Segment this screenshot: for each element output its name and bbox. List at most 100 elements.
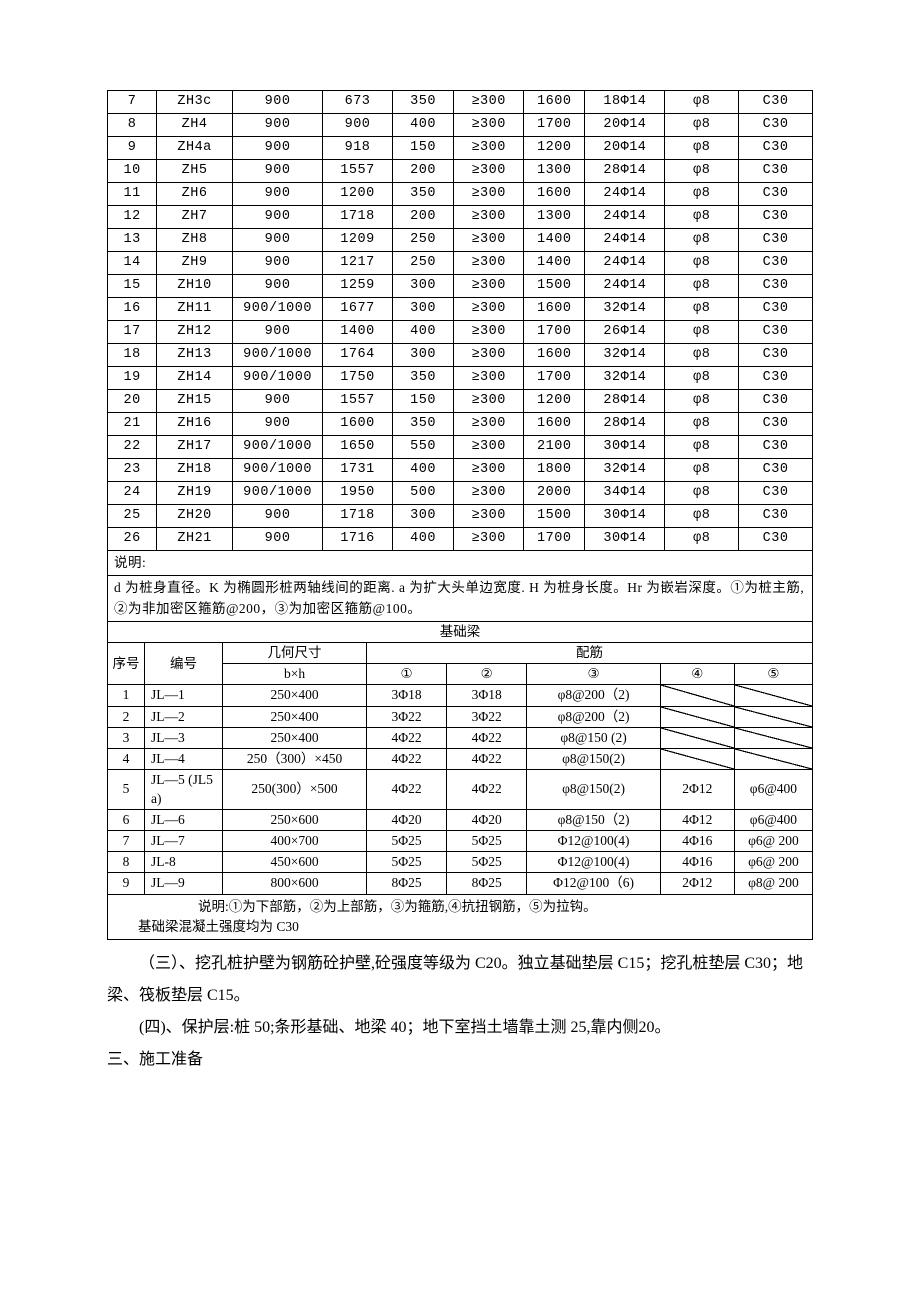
table-cell: 30Φ14 — [585, 436, 665, 459]
table-cell: 6 — [108, 809, 145, 830]
table-cell: 18 — [108, 344, 157, 367]
table-cell: φ8 — [665, 206, 739, 229]
table-cell: 20Φ14 — [585, 114, 665, 137]
table-cell: 300 — [392, 344, 453, 367]
table-cell: φ8@ 200 — [734, 873, 812, 894]
t2-head-c1: ① — [366, 664, 446, 685]
table-cell: 900 — [233, 321, 323, 344]
table-cell: 1200 — [523, 390, 584, 413]
table-cell: 400 — [392, 114, 453, 137]
t2-head-c5: ⑤ — [734, 664, 812, 685]
t2-head-c2: ② — [447, 664, 527, 685]
table-cell: 28Φ14 — [585, 413, 665, 436]
table-cell: C30 — [739, 183, 813, 206]
table-cell: 23 — [108, 459, 157, 482]
table-cell: C30 — [739, 275, 813, 298]
table-cell: 1716 — [323, 528, 393, 551]
t2-head-code: 编号 — [144, 642, 222, 684]
table-cell: 1800 — [523, 459, 584, 482]
table-cell: 250(300）×500 — [223, 770, 367, 809]
table-cell: ZH11 — [157, 298, 233, 321]
table-cell: 1557 — [323, 390, 393, 413]
table-cell: φ8 — [665, 390, 739, 413]
table-cell: ZH20 — [157, 505, 233, 528]
table-cell: JL-8 — [144, 852, 222, 873]
table-cell: C30 — [739, 91, 813, 114]
table-cell: 350 — [392, 183, 453, 206]
table-cell: 32Φ14 — [585, 298, 665, 321]
table-cell: ≥300 — [454, 459, 524, 482]
table-cell: 900 — [233, 505, 323, 528]
table-cell: 4Φ20 — [447, 809, 527, 830]
table-cell: ZH17 — [157, 436, 233, 459]
table-cell: φ8 — [665, 229, 739, 252]
table-cell: 4Φ22 — [447, 749, 527, 770]
table-cell: 4Φ20 — [366, 809, 446, 830]
table-cell: 550 — [392, 436, 453, 459]
table-cell: 400×700 — [223, 830, 367, 851]
table-cell: C30 — [739, 252, 813, 275]
body-text: （三）、挖孔桩护壁为钢筋砼护壁,砼强度等级为 C20。独立基础垫层 C15；挖孔… — [107, 948, 813, 1076]
table1-note-label: 说明: — [108, 551, 813, 576]
table-cell: 5 — [108, 770, 145, 809]
table-cell: 1600 — [523, 298, 584, 321]
table-cell: ZH14 — [157, 367, 233, 390]
table-cell: ZH3c — [157, 91, 233, 114]
table-cell: 5Φ25 — [366, 830, 446, 851]
table-cell: 32Φ14 — [585, 344, 665, 367]
table-cell: 1600 — [523, 91, 584, 114]
table-cell: 4Φ22 — [447, 727, 527, 748]
table-cell: 17 — [108, 321, 157, 344]
table-cell: 250×600 — [223, 809, 367, 830]
table-cell: 900 — [233, 160, 323, 183]
table-cell: φ8 — [665, 505, 739, 528]
table1-note-text: d 为桩身直径。K 为椭圆形桩两轴线间的距离. a 为扩大头单边宽度. H 为桩… — [108, 576, 813, 622]
table-cell: φ8 — [665, 482, 739, 505]
table-cell: φ8@200（2) — [527, 685, 661, 706]
table-cell: 250（300）×450 — [223, 749, 367, 770]
table-cell: 30Φ14 — [585, 528, 665, 551]
table-cell — [660, 749, 734, 770]
table-cell: ZH18 — [157, 459, 233, 482]
table-cell: 20Φ14 — [585, 137, 665, 160]
table-cell: 4Φ16 — [660, 830, 734, 851]
table-cell: 1500 — [523, 275, 584, 298]
table-cell: φ8 — [665, 413, 739, 436]
table-cell: φ8@150(2) — [527, 770, 661, 809]
table-cell: 1400 — [523, 229, 584, 252]
table-cell: 900 — [233, 252, 323, 275]
table-cell: 1650 — [323, 436, 393, 459]
table-cell: 11 — [108, 183, 157, 206]
table-cell: φ8 — [665, 298, 739, 321]
table-cell: 10 — [108, 160, 157, 183]
table-cell: 26 — [108, 528, 157, 551]
table-cell: φ8 — [665, 344, 739, 367]
table-cell: 350 — [392, 91, 453, 114]
table-cell: 4Φ22 — [366, 770, 446, 809]
table-cell: 1600 — [523, 183, 584, 206]
table-cell: φ8 — [665, 160, 739, 183]
table-cell: 3Φ22 — [447, 706, 527, 727]
table-cell: φ8 — [665, 252, 739, 275]
table-cell — [734, 727, 812, 748]
table-cell: C30 — [739, 482, 813, 505]
table-cell: 1950 — [323, 482, 393, 505]
table-cell: 1400 — [523, 252, 584, 275]
table-cell: 900 — [323, 114, 393, 137]
table-cell: C30 — [739, 390, 813, 413]
t2-head-c3: ③ — [527, 664, 661, 685]
foundation-beam-table: 基础梁 序号 编号 几何尺寸 配筋 b×h ① ② ③ ④ ⑤ 1JL—1250… — [107, 622, 813, 940]
table-cell: C30 — [739, 459, 813, 482]
table-cell: JL—4 — [144, 749, 222, 770]
table-cell: 8 — [108, 114, 157, 137]
table-cell: ≥300 — [454, 436, 524, 459]
table-cell: ZH6 — [157, 183, 233, 206]
table-cell: φ8 — [665, 114, 739, 137]
table-cell: ≥300 — [454, 413, 524, 436]
table-cell: 1 — [108, 685, 145, 706]
table-cell: 900 — [233, 229, 323, 252]
table-cell: 1700 — [523, 321, 584, 344]
table-cell: 34Φ14 — [585, 482, 665, 505]
table-cell: 1200 — [523, 137, 584, 160]
table-cell: 25 — [108, 505, 157, 528]
